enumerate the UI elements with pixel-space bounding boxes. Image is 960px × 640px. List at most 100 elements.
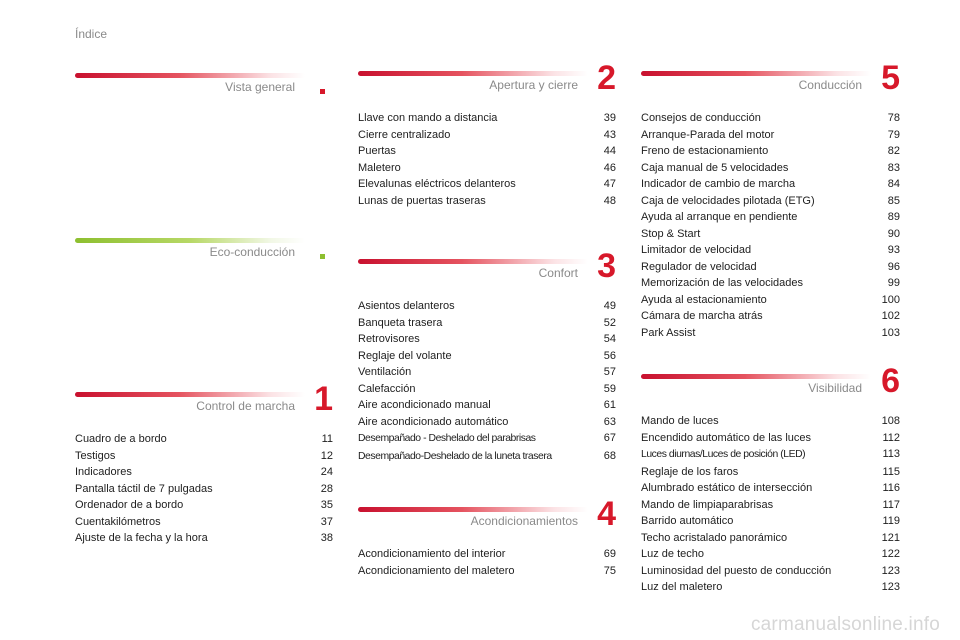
toc-entry[interactable]: Luz de techo 122 <box>641 546 900 563</box>
toc-entry[interactable]: Pantalla táctil de 7 pulgadas 28 <box>75 481 333 498</box>
toc-entry-page: 90 <box>887 227 900 240</box>
toc-entry[interactable]: Aire acondicionado automático 63 <box>358 414 616 431</box>
toc-entry-label: Testigos <box>75 449 116 462</box>
section-header: Control de marcha 1 <box>75 380 333 431</box>
section-number: 2 <box>597 59 616 97</box>
toc-entry[interactable]: Acondicionamiento del interior 69 <box>358 546 616 563</box>
toc-entry[interactable]: Desempañado - Deshelado del parabrisas 67 <box>358 430 616 448</box>
toc-entry-page: 103 <box>881 326 900 339</box>
toc-entry[interactable]: Desempañado-Deshelado de la luneta trase… <box>358 448 616 466</box>
toc-entry[interactable]: Consejos de conducción 78 <box>641 110 900 127</box>
toc-entry-page: 69 <box>603 548 616 560</box>
toc-entry-page: 121 <box>881 531 900 544</box>
toc-entry-page: 24 <box>320 466 333 478</box>
toc-entry[interactable]: Cámara de marcha atrás 102 <box>641 308 900 325</box>
toc-entry[interactable]: Cuentakilómetros 37 <box>75 514 333 531</box>
section-bar <box>358 507 588 512</box>
entry-list: Llave con mando a distancia 39 Cierre cent… <box>358 110 616 209</box>
toc-entry[interactable]: Freno de estacionamiento 82 <box>641 143 900 160</box>
toc-entry[interactable]: Lunas de puertas traseras 48 <box>358 193 616 210</box>
toc-entry[interactable]: Mando de luces 108 <box>641 413 900 430</box>
toc-entry-page: 102 <box>881 310 900 322</box>
toc-entry[interactable]: Calefacción 59 <box>358 381 616 398</box>
toc-entry[interactable]: Cierre centralizado 43 <box>358 127 616 144</box>
toc-entry[interactable]: Regulador de velocidad 96 <box>641 259 900 276</box>
section-title: Acondicionamientos <box>470 514 578 528</box>
toc-entry-label: Consejos de conducción <box>641 112 761 124</box>
toc-entry[interactable]: Elevalunas eléctricos delanteros 47 <box>358 176 616 193</box>
toc-entry-label: Cuadro de a bordo <box>75 433 167 445</box>
toc-entry[interactable]: Ventilación 57 <box>358 364 616 381</box>
toc-entry-label: Techo acristalado panorámico <box>641 531 788 544</box>
toc-entry-label: Ayuda al arranque en pendiente <box>641 211 798 223</box>
toc-entry-label: Banqueta trasera <box>358 316 443 329</box>
toc-entry-label: Arranque-Parada del motor <box>641 128 775 141</box>
toc-entry[interactable]: Park Assist 103 <box>641 325 900 342</box>
toc-entry-page: 46 <box>603 161 616 174</box>
section-number: 5 <box>881 59 900 97</box>
section-header: Confort 3 <box>358 249 616 298</box>
toc-entry-label: Mando de luces <box>641 415 719 427</box>
toc-entry-page: 113 <box>882 448 900 460</box>
toc-entry[interactable]: Ordenador de a bordo 35 <box>75 497 333 514</box>
section-bar <box>75 392 305 397</box>
section-header: Apertura y cierre 2 <box>358 59 616 110</box>
toc-entry[interactable]: Acondicionamiento del maletero 75 <box>358 563 616 580</box>
toc-entry-label: Maletero <box>358 161 401 174</box>
section-number: 1 <box>314 380 333 418</box>
toc-entry[interactable]: Mando de limpiaparabrisas 117 <box>641 497 900 514</box>
toc-entry[interactable]: Luces diurnas/Luces de posición (LED) 113 <box>641 446 900 464</box>
toc-entry-page: 108 <box>881 415 900 427</box>
toc-entry-page: 78 <box>887 112 900 124</box>
toc-entry[interactable]: Ayuda al estacionamiento 100 <box>641 292 900 309</box>
toc-entry[interactable]: Aire acondicionado manual 61 <box>358 397 616 414</box>
toc-entry[interactable]: Luminosidad del puesto de conducción 123 <box>641 563 900 580</box>
page-title: Índice <box>75 27 108 41</box>
toc-entry[interactable]: Asientos delanteros 49 <box>358 298 616 315</box>
toc-entry[interactable]: Testigos 12 <box>75 448 333 465</box>
toc-entry-label: Freno de estacionamiento <box>641 145 769 157</box>
toc-entry-page: 37 <box>320 515 333 528</box>
section-header: Conducción 5 <box>641 59 900 110</box>
toc-entry-page: 122 <box>881 548 900 560</box>
section-title: Confort <box>538 266 578 280</box>
toc-entry[interactable]: Retrovisores 54 <box>358 331 616 348</box>
toc-entry[interactable]: Reglaje del volante 56 <box>358 348 616 365</box>
toc-entry-label: Ventilación <box>358 366 412 378</box>
toc-entry-label: Mando de limpiaparabrisas <box>641 498 774 511</box>
toc-entry[interactable]: Llave con mando a distancia 39 <box>358 110 616 127</box>
toc-entry[interactable]: Indicadores 24 <box>75 464 333 481</box>
toc-entry-page: 123 <box>881 564 900 577</box>
toc-entry-label: Regulador de velocidad <box>641 260 757 273</box>
toc-entry[interactable]: Indicador de cambio de marcha 84 <box>641 176 900 193</box>
entry-list: Acondicionamiento del interior 69 Acondici… <box>358 546 616 579</box>
toc-entry[interactable]: Memorización de las velocidades 99 <box>641 275 900 292</box>
toc-entry[interactable]: Limitador de velocidad 93 <box>641 242 900 259</box>
toc-entry-label: Elevalunas eléctricos delanteros <box>358 178 516 190</box>
toc-entry[interactable]: Alumbrado estático de intersección 116 <box>641 480 900 497</box>
toc-entry[interactable]: Banqueta trasera 52 <box>358 315 616 332</box>
toc-entry[interactable]: Barrido automático 119 <box>641 513 900 530</box>
toc-entry[interactable]: Maletero 46 <box>358 160 616 177</box>
toc-entry[interactable]: Reglaje de los faros 115 <box>641 464 900 481</box>
toc-entry[interactable]: Ajuste de la fecha y la hora 38 <box>75 530 333 547</box>
toc-entry[interactable]: Cuadro de a bordo 11 <box>75 431 333 448</box>
toc-entry[interactable]: Luz del maletero 123 <box>641 579 900 596</box>
toc-entry-label: Caja de velocidades pilotada (ETG) <box>641 194 815 207</box>
toc-entry-page: 61 <box>603 399 616 411</box>
toc-entry[interactable]: Encendido automático de las luces 112 <box>641 430 900 447</box>
toc-entry[interactable]: Puertas 44 <box>358 143 616 160</box>
toc-entry-page: 63 <box>603 415 616 428</box>
toc-entry[interactable]: Caja manual de 5 velocidades 83 <box>641 160 900 177</box>
section-number: 4 <box>597 495 616 533</box>
toc-entry[interactable]: Techo acristalado panorámico 121 <box>641 530 900 547</box>
toc-entry[interactable]: Stop & Start 90 <box>641 226 900 243</box>
toc-entry-label: Ajuste de la fecha y la hora <box>75 532 208 544</box>
toc-entry[interactable]: Arranque-Parada del motor 79 <box>641 127 900 144</box>
toc-entry[interactable]: Ayuda al arranque en pendiente 89 <box>641 209 900 226</box>
toc-entry[interactable]: Caja de velocidades pilotada (ETG) 85 <box>641 193 900 210</box>
toc-entry-label: Ordenador de a bordo <box>75 499 184 511</box>
toc-entry-label: Caja manual de 5 velocidades <box>641 161 789 174</box>
section-marker <box>320 89 325 94</box>
section-title: Eco-conducción <box>209 245 295 259</box>
